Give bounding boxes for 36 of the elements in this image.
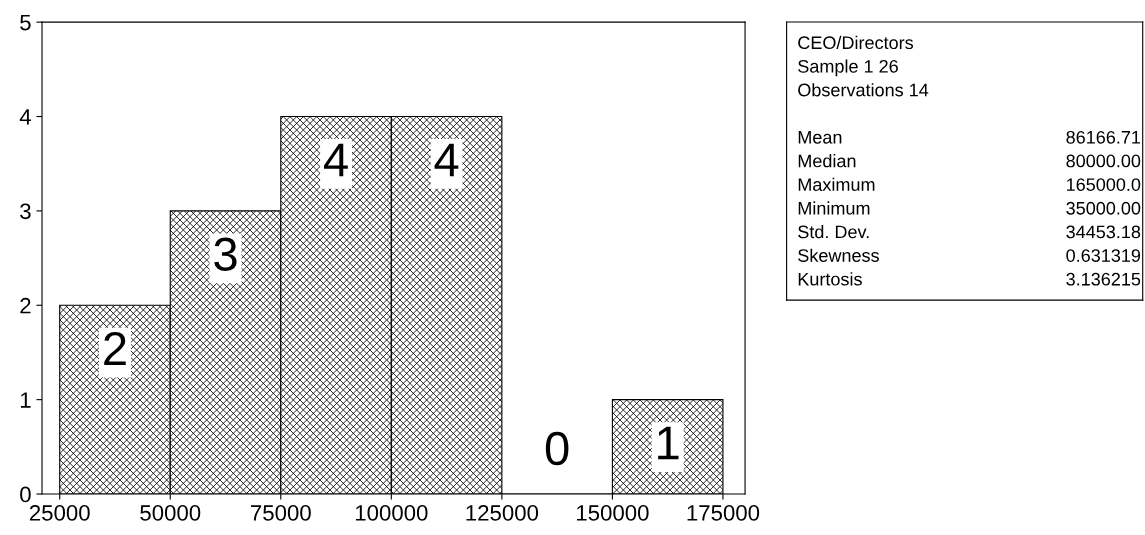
text: 80000.00 [1066,154,1141,168]
data-label: 2 [104,331,126,365]
text: 35000.00 [1066,201,1141,215]
y-tick-label: 3 [20,203,31,220]
y-tick-label: 5 [20,14,31,31]
text: Mean [798,131,842,144]
x-tick-label: 125000 [466,505,539,521]
y-tick-label: 4 [19,109,31,125]
x-tick-label: 25000 [29,505,90,521]
text: Maximum [798,177,875,191]
x-tick-label: 50000 [140,505,201,521]
x-tick-label: 175000 [687,505,760,521]
y-tick-label: 1 [20,392,31,408]
text: 0.631319 [1066,249,1141,262]
data-label: 3 [214,237,237,272]
data-label: 1 [658,426,679,460]
text: Observations 14 [798,83,929,97]
x-tick-label: 100000 [355,505,428,521]
y-tick-label: 0 [20,486,31,503]
text: Kurtosis [798,272,862,286]
text: Minimum [798,201,870,215]
text: Std. Dev. [798,225,869,239]
y-tick-label: 2 [20,297,31,314]
text: Skewness [798,248,879,262]
data-label: 0 [545,431,569,466]
text: 34453.18 [1066,225,1141,239]
text: Median [798,154,856,168]
text: 3.136215 [1066,272,1141,286]
text: 165000.0 [1067,178,1141,191]
text: CEO/Directors [798,35,914,50]
x-tick-label: 150000 [577,505,649,521]
data-label: 4 [434,143,459,177]
text: Sample 1 26 [798,59,898,77]
text: 86166.71 [1066,130,1141,144]
x-tick-label: 75000 [251,505,311,521]
data-label: 4 [324,143,348,177]
